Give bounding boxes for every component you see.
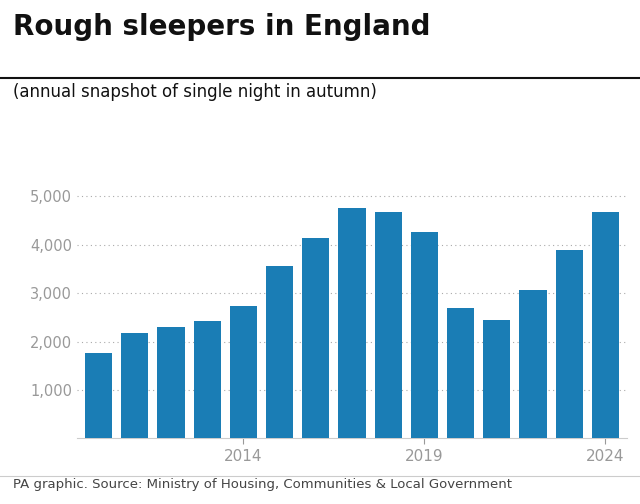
Bar <box>302 238 330 438</box>
Bar <box>374 212 402 438</box>
Bar <box>339 208 365 438</box>
Bar <box>85 353 112 438</box>
Bar <box>447 308 474 438</box>
Text: Rough sleepers in England: Rough sleepers in England <box>13 13 430 41</box>
Bar <box>520 290 547 438</box>
Text: (annual snapshot of single night in autumn): (annual snapshot of single night in autu… <box>13 83 377 101</box>
Bar <box>592 212 619 438</box>
Text: PA graphic. Source: Ministry of Housing, Communities & Local Government: PA graphic. Source: Ministry of Housing,… <box>13 478 512 491</box>
Bar <box>121 333 148 438</box>
Bar <box>266 266 293 438</box>
Bar <box>411 232 438 438</box>
Bar <box>483 320 511 438</box>
Bar <box>157 327 184 438</box>
Bar <box>193 322 221 438</box>
Bar <box>230 305 257 438</box>
Bar <box>556 249 583 438</box>
